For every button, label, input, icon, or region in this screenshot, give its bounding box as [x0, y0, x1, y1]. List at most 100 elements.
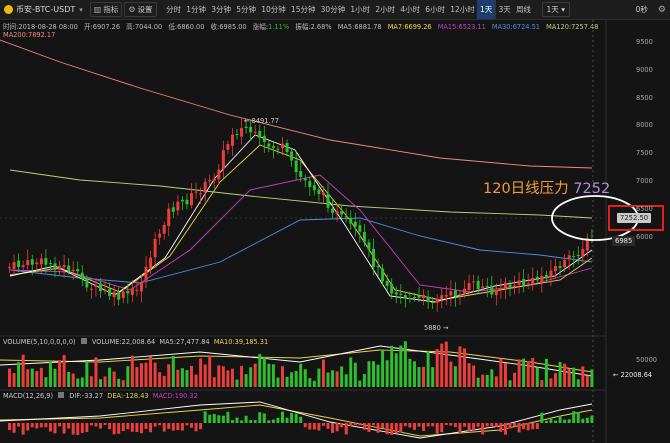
volume-bar [399, 345, 403, 387]
interval-tab[interactable]: 1分钟 [186, 5, 207, 14]
interval-tab[interactable]: 4小时 [400, 5, 421, 14]
macd-bar [535, 423, 539, 430]
volume-bar [99, 379, 102, 387]
volume-bar [130, 355, 134, 387]
symbol-label: 币安-BTC-USDT [16, 5, 76, 14]
interval-tab[interactable]: 3分钟 [211, 5, 232, 14]
candle-body [417, 295, 421, 298]
macd-bar [162, 423, 166, 432]
interval-tab[interactable]: 5分钟 [236, 5, 256, 14]
price-axis-tick: 8000 [636, 121, 653, 130]
volume-bar [244, 374, 248, 387]
volume-bar [226, 370, 230, 387]
macd-bar [572, 411, 576, 423]
volume-bar [362, 373, 366, 387]
candle-body [249, 126, 253, 133]
candle-body [285, 142, 289, 153]
interval-tab[interactable]: 1天 [477, 0, 495, 19]
volume-bar [349, 357, 353, 387]
chart-settings-icon[interactable]: ⚙ [657, 4, 666, 15]
volume-bar [171, 355, 175, 387]
volume-bar [567, 368, 571, 387]
interval-tab[interactable]: 12小时 [450, 5, 475, 14]
settings-button[interactable]: ⚙ 设置 [124, 2, 157, 17]
macd-bar [144, 423, 148, 429]
macd-bar [303, 423, 307, 428]
volume-bar [372, 361, 375, 387]
info-close: 收:6985.00 [210, 23, 247, 31]
indicator-button[interactable]: ▥ 指标 [89, 2, 123, 17]
candle-body [171, 207, 175, 212]
volume-bar [554, 373, 557, 387]
macd-bar [271, 419, 275, 423]
volume-bar [117, 378, 121, 387]
interval-tab[interactable]: 10分钟 [261, 5, 286, 14]
volume-bar [162, 375, 166, 387]
volume-bar [422, 366, 426, 387]
volume-bar [39, 367, 43, 387]
candle-body [180, 199, 184, 202]
macd-bar [126, 423, 130, 430]
candle-body [381, 268, 385, 282]
volume-bar [8, 368, 11, 387]
volume-bar [199, 358, 203, 387]
price-axis-tick: 7000 [636, 177, 653, 185]
macd-bar [276, 417, 280, 423]
interval-tab[interactable]: 2小时 [375, 5, 396, 14]
macd-bar [321, 423, 325, 426]
macd-bar [376, 423, 380, 433]
interval-tab[interactable]: 分时 [166, 5, 182, 14]
candle-body [117, 292, 121, 300]
volume-bar [458, 346, 462, 387]
interval-tab[interactable]: 1小时 [350, 5, 371, 14]
interval-dropdown[interactable]: 1天 ▾ [541, 2, 570, 17]
price-axis-tick: 7500 [636, 149, 653, 158]
volume-bar [299, 363, 303, 387]
interval-dropdown-value: 1天 [546, 5, 559, 14]
interval-tab[interactable]: 6小时 [425, 5, 446, 14]
binance-logo-icon [4, 5, 13, 14]
volume-bar [481, 374, 485, 387]
macd-bar [340, 423, 344, 428]
candle-body [108, 288, 112, 297]
macd-value: MACD:190.32 [152, 392, 198, 400]
macd-bar [458, 423, 462, 434]
candle-body [412, 297, 416, 299]
macd-bar [230, 420, 234, 423]
volume-bar [444, 341, 448, 387]
interval-tab[interactable]: 15分钟 [290, 5, 316, 14]
symbol-selector[interactable]: 币安-BTC-USDT ▾ [0, 4, 89, 15]
volume-bar [203, 364, 207, 387]
volume-bar [312, 380, 316, 387]
interval-tab[interactable]: 30分钟 [320, 5, 346, 14]
macd-bar [130, 423, 134, 432]
interval-tab[interactable]: 3天 [494, 0, 513, 19]
macd-bar [240, 420, 244, 423]
volume-bar [217, 365, 221, 387]
macd-bar [39, 423, 43, 428]
candle-body [167, 208, 171, 226]
volume-bar [581, 366, 585, 387]
macd-bar [508, 423, 512, 429]
macd-bar [549, 417, 553, 423]
candle-body [176, 201, 180, 211]
volume-bar [417, 367, 421, 387]
macd-bar [258, 412, 262, 423]
annotation-label: 120日线压力 [483, 181, 569, 197]
candle-body [80, 272, 84, 280]
macd-bar [226, 411, 230, 423]
interval-tab[interactable]: 周线 [515, 5, 531, 14]
candle-body [26, 260, 30, 266]
volume-bar [190, 365, 193, 387]
macd-bar [17, 423, 21, 427]
info-ma200: MA200:7892.17 [3, 31, 56, 39]
info-ma120: MA120:7257.48 [546, 23, 599, 31]
candle-body [58, 265, 62, 270]
macd-bar [585, 417, 589, 423]
volume-bar [590, 369, 594, 387]
candle-body [554, 266, 557, 272]
candle-body [162, 224, 166, 234]
ma120-price-tag: 7252.50 [617, 213, 652, 223]
volume-bar [30, 368, 34, 387]
